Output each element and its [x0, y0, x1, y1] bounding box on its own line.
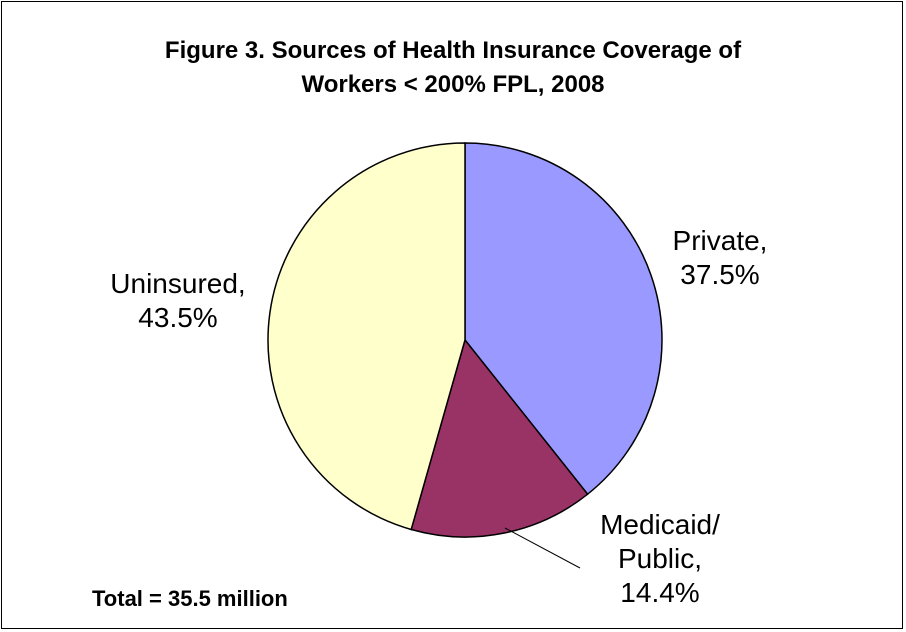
data-label-medicaid: Medicaid/ Public, 14.4%: [575, 508, 745, 610]
pie-slice-uninsured: [267, 142, 466, 531]
medicaid-leader-line: [504, 527, 581, 569]
data-label-uninsured-name: Uninsured,: [110, 268, 246, 299]
data-label-medicaid-name-2: Public,: [617, 543, 703, 574]
data-label-medicaid-name: Medicaid/: [600, 509, 720, 540]
pie-slice-private: [464, 142, 663, 496]
pie-slice-medicaid-public: [410, 338, 589, 538]
chart-title-line-1: Figure 3. Sources of Health Insurance Co…: [164, 37, 742, 64]
data-label-private-value: 37.5%: [680, 259, 760, 290]
data-label-medicaid-value: 14.4%: [620, 577, 700, 608]
chart-title: Figure 3. Sources of Health Insurance Co…: [2, 34, 904, 102]
data-label-private: Private, 37.5%: [655, 224, 785, 292]
data-label-private-name: Private,: [672, 225, 768, 256]
data-label-uninsured: Uninsured, 43.5%: [88, 267, 268, 335]
pie-slices: [267, 142, 663, 538]
data-label-uninsured-value: 43.5%: [138, 302, 218, 333]
chart-title-line-2: Workers < 200% FPL, 2008: [301, 71, 605, 98]
chart-footnote: Total = 35.5 million: [92, 586, 288, 611]
